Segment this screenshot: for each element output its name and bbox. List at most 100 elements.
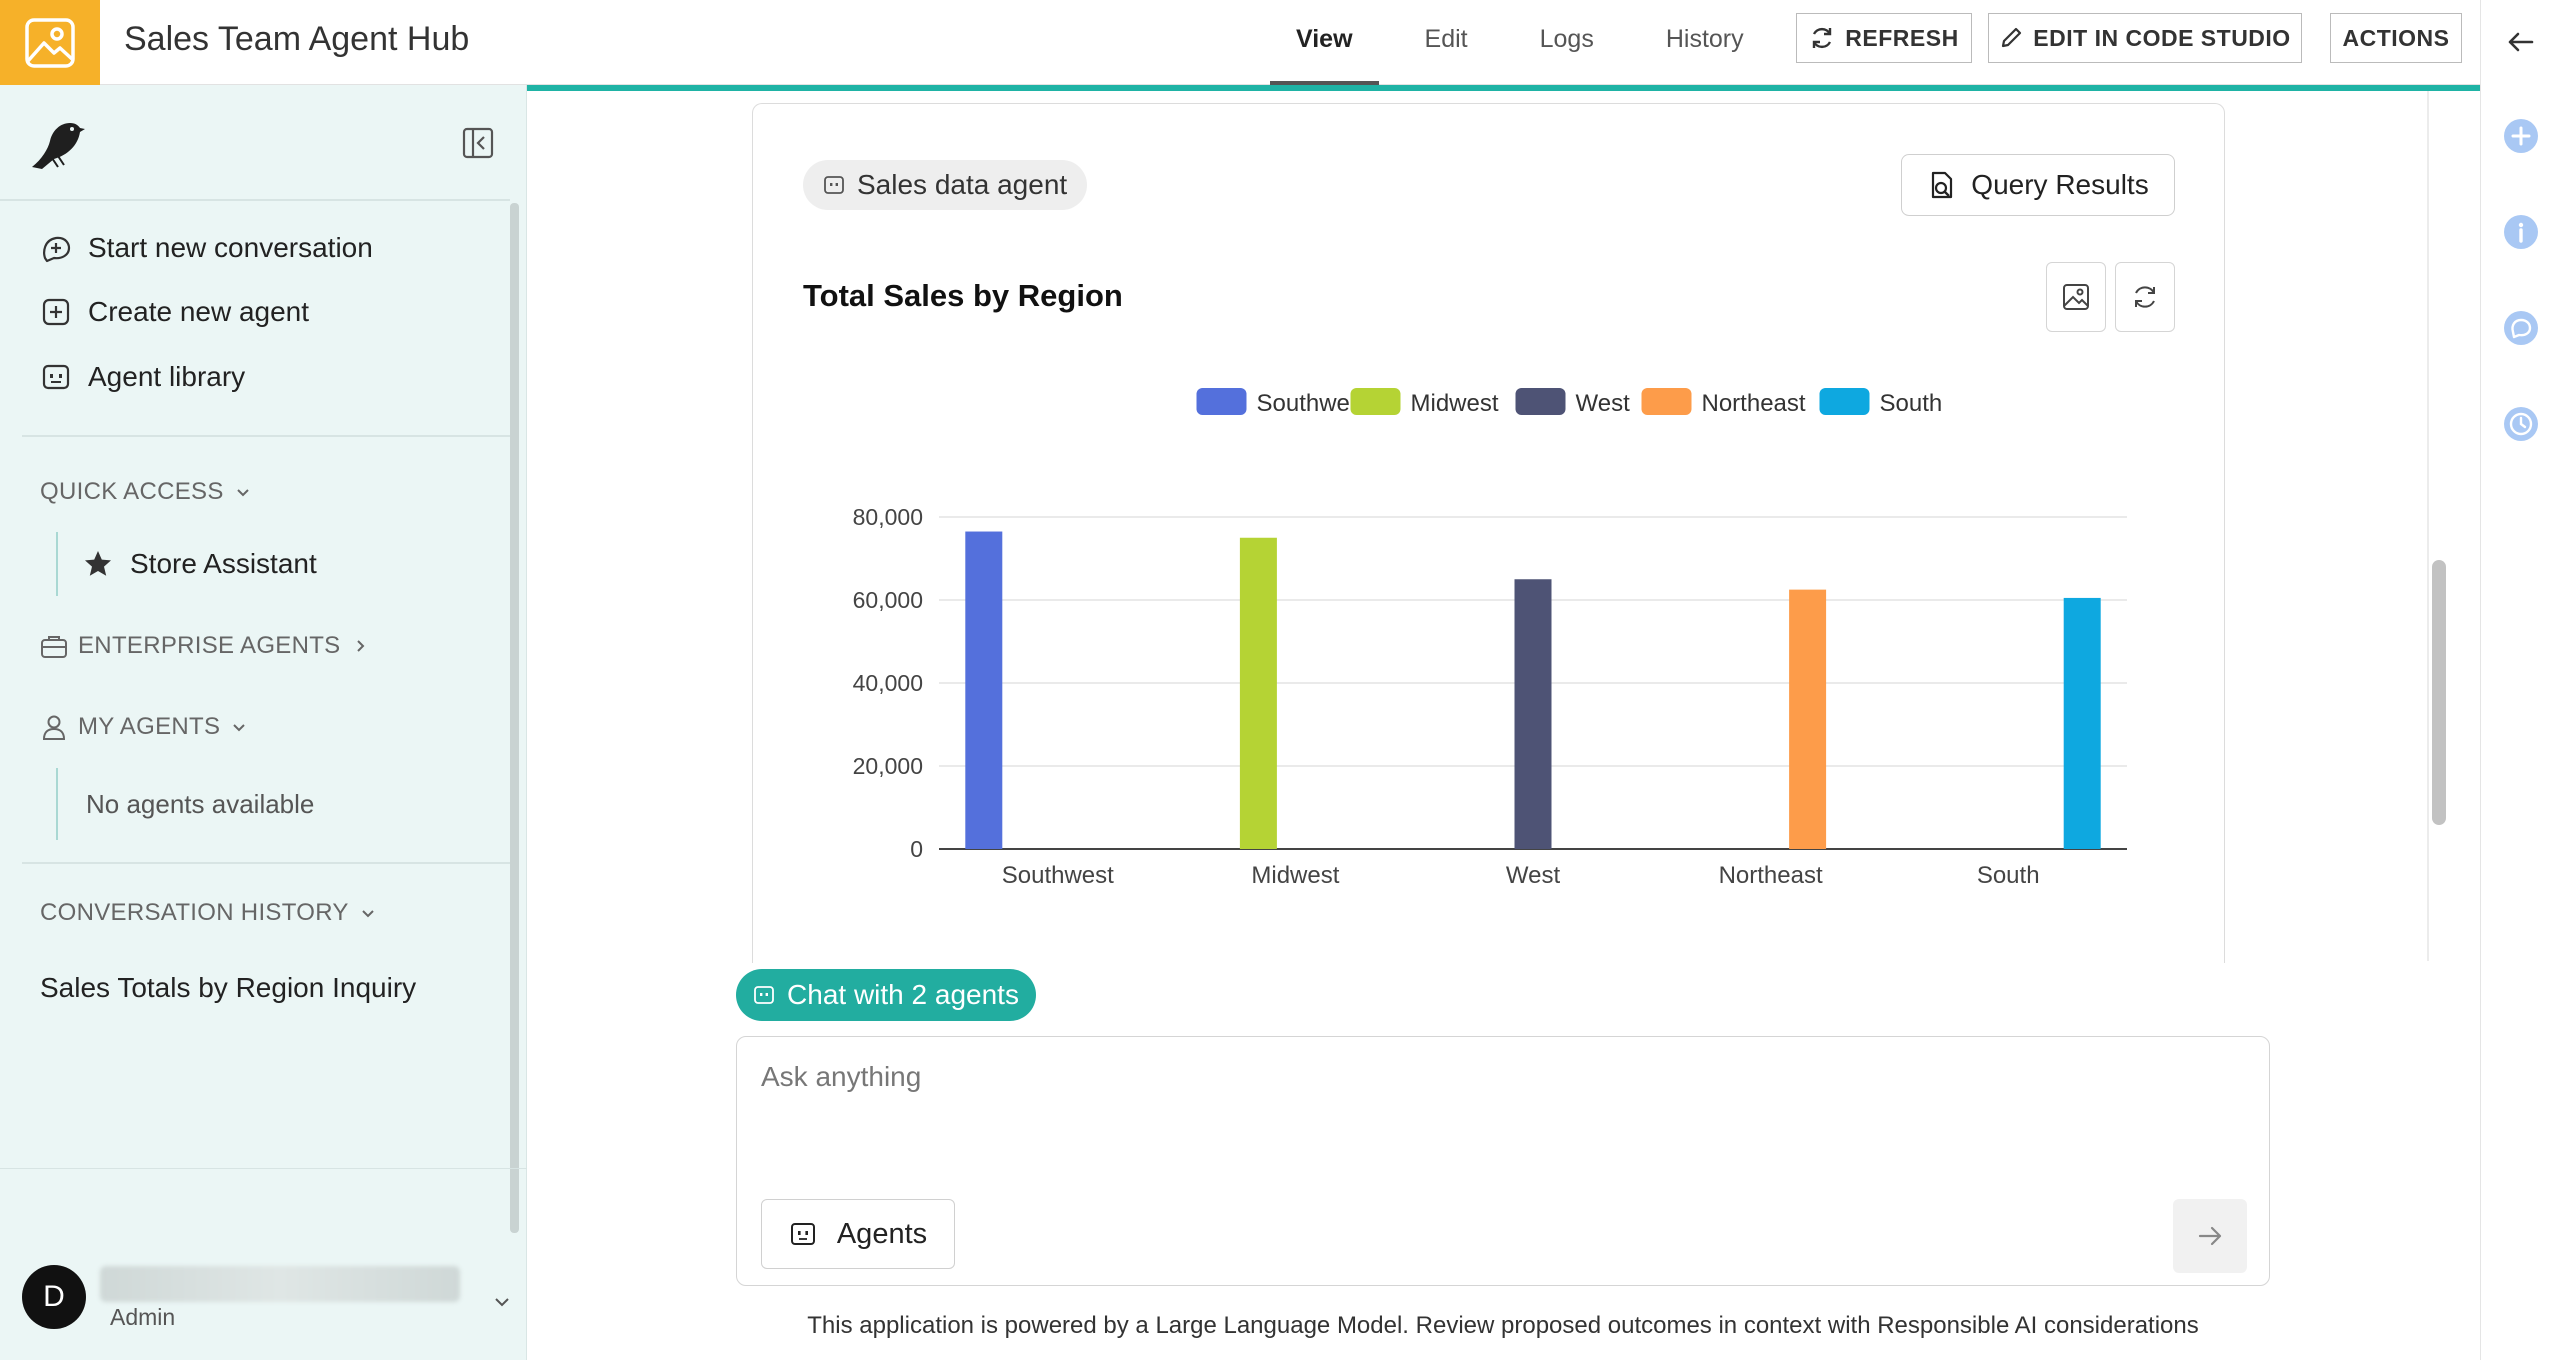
bar [1514,579,1552,849]
conversation-history-header[interactable]: CONVERSATION HISTORY [40,895,377,931]
chat-bubbles-icon[interactable] [2503,310,2539,346]
view-tabs: View Edit Logs History [1270,0,1790,85]
bar [2063,597,2101,849]
sidebar-scrollbar[interactable] [510,203,519,1233]
tab-view[interactable]: View [1270,0,1379,85]
quick-access-header[interactable]: QUICK ACCESS [40,474,252,510]
legend-swatch [1641,388,1692,415]
chat-composer: Agents [736,1036,2270,1286]
edit-in-code-studio-button[interactable]: EDIT IN CODE STUDIO [1988,13,2302,63]
refresh-icon [2135,286,2155,308]
agent-icon [754,986,774,1004]
x-tick-label: South [1977,862,2040,889]
pencil-icon [2002,27,2022,48]
bar [1239,537,1277,849]
chat-with-agents-badge[interactable]: Chat with 2 agents [736,969,1036,1021]
user-menu[interactable] [0,1168,527,1275]
legend-swatch [1350,388,1401,415]
sidebar-item-agent-library[interactable]: Agent library [40,357,245,397]
conversation-history-title: CONVERSATION HISTORY [40,899,349,926]
sidebar-item-label: Agent library [88,361,246,392]
arrow-right-icon [2198,1226,2222,1246]
legend-swatch [1196,388,1247,415]
enterprise-agents-header[interactable]: ENTERPRISE AGENTS [40,628,369,664]
chevron-down-icon [233,724,246,732]
app-title: Sales Team Agent Hub [124,20,470,58]
sidebar-item-create-agent[interactable]: Create new agent [40,292,309,332]
actions-button[interactable]: ACTIONS [2330,13,2462,63]
bar [965,531,1003,849]
refresh-chart-button[interactable] [2115,262,2175,332]
tab-history[interactable]: History [1665,25,1744,53]
conversation-item[interactable]: Sales Totals by Region Inquiry [40,972,417,1003]
chart-title: Total Sales by Region [803,278,1123,313]
agent-icon [790,1223,815,1245]
edit-in-code-studio-label: EDIT IN CODE STUDIO [2033,24,2291,51]
agents-button[interactable]: Agents [761,1199,955,1269]
user-name-redacted [100,1266,460,1302]
my-agents-empty: No agents available [86,788,315,819]
y-tick-label: 80,000 [853,504,923,530]
ask-input[interactable] [761,1057,2241,1097]
main-scrollbar[interactable] [2432,560,2446,825]
sidebar-item-store-assistant[interactable]: Store Assistant [82,544,317,584]
add-circle-icon[interactable] [2503,118,2539,154]
y-tick-label: 40,000 [853,670,923,696]
plus-square-icon [42,298,70,326]
query-results-button[interactable]: Query Results [1901,154,2175,216]
my-agents-title: MY AGENTS [78,713,221,740]
sales-bar-chart: Southwest Midwest West Northeast South 0 20,00… [853,388,2127,889]
legend-label: Southwest [1257,390,1369,417]
chevron-down-icon [362,910,374,918]
quick-access-title: QUICK ACCESS [40,478,224,505]
chevron-down-icon [236,489,249,497]
legend-label: Northeast [1702,390,1806,417]
sidebar-item-start-conversation[interactable]: Start new conversation [40,228,373,268]
send-button[interactable] [2173,1199,2247,1273]
user-role: Admin [110,1304,176,1330]
back-arrow-icon[interactable] [2503,24,2539,60]
sidebar-divider [22,862,512,864]
sidebar-item-label: Store Assistant [130,548,317,579]
x-tick-label: West [1506,862,1561,889]
refresh-icon [1813,27,1832,49]
database-search-icon [1932,171,1953,199]
legend-label: South [1880,390,1943,417]
sidebar: Start new conversation Create new agent … [0,85,527,1360]
top-bar: Sales Team Agent Hub View Edit Logs Hist… [0,0,2480,85]
agent-badge-label: Sales data agent [857,169,1068,200]
bird-logo-icon [32,123,85,169]
tree-line [56,768,58,840]
sidebar-item-label: Create new agent [88,296,310,327]
agent-icon [42,364,70,390]
actions-label: ACTIONS [2342,24,2450,51]
new-chat-icon [43,236,71,263]
sidebar-divider [22,435,512,437]
x-tick-label: Midwest [1251,862,1339,889]
collapse-sidebar-icon[interactable] [462,127,494,159]
tree-line [56,532,58,596]
legend-label: West [1576,390,1631,417]
ai-disclaimer: This application is powered by a Large L… [807,1312,2199,1339]
clock-icon[interactable] [2503,406,2539,442]
enterprise-agents-title: ENTERPRISE AGENTS [78,632,341,659]
agent-icon [824,176,844,194]
legend-swatch [1819,388,1870,415]
avatar[interactable]: D [22,1265,86,1329]
chat-with-agents-label: Chat with 2 agents [787,979,1019,1010]
download-image-button[interactable] [2046,262,2106,332]
tab-logs[interactable]: Logs [1539,25,1594,53]
main-scroll-track [2427,91,2429,961]
y-tick-label: 0 [910,836,923,862]
my-agents-header[interactable]: MY AGENTS [40,709,248,745]
tab-edit[interactable]: Edit [1424,25,1468,53]
y-tick-label: 60,000 [853,587,923,613]
chevron-down-icon[interactable] [492,1292,512,1312]
info-icon[interactable] [2503,214,2539,250]
agent-badge: Sales data agent [803,160,1088,210]
refresh-button[interactable]: REFRESH [1796,13,1972,63]
agents-button-label: Agents [836,1217,928,1250]
loading-bar [527,85,2480,91]
sidebar-divider [0,199,510,201]
app-logo[interactable] [0,0,100,85]
